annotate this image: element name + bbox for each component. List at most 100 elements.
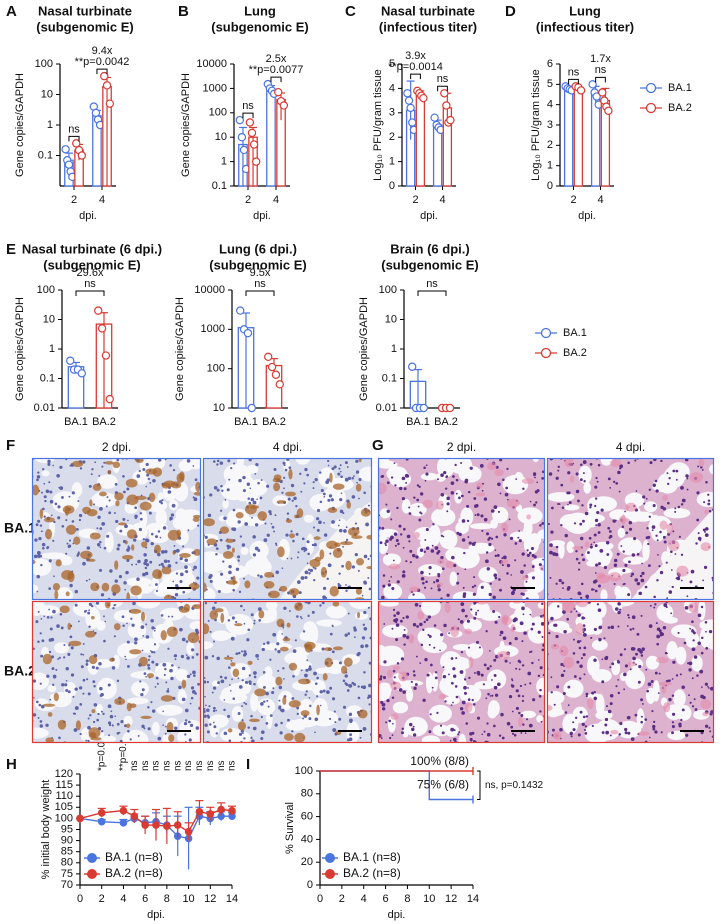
- y-tick-label: 0.01: [34, 402, 55, 414]
- nucleus: [92, 680, 95, 683]
- nucleus: [590, 637, 592, 639]
- nucleus: [49, 559, 52, 562]
- nucleus: [156, 677, 159, 680]
- nucleus: [281, 633, 283, 635]
- nucleus: [424, 658, 427, 661]
- nucleus: [41, 618, 43, 620]
- stain: [168, 734, 174, 742]
- nucleus: [197, 525, 199, 527]
- nucleus: [291, 697, 294, 700]
- nucleus: [576, 472, 579, 475]
- nucleus: [691, 570, 695, 574]
- nucleus: [551, 507, 554, 510]
- nucleus: [557, 605, 559, 607]
- nucleus: [430, 664, 433, 667]
- nucleus: [148, 667, 151, 670]
- nucleus: [611, 625, 615, 629]
- nucleus: [487, 667, 490, 670]
- nucleus: [393, 670, 396, 673]
- nucleus: [208, 705, 210, 707]
- nucleus: [656, 579, 658, 581]
- nucleus: [595, 524, 597, 526]
- nucleus: [486, 551, 488, 553]
- nucleus: [343, 679, 346, 682]
- nucleus: [185, 570, 187, 572]
- nucleus: [630, 575, 632, 577]
- nucleus: [40, 655, 43, 658]
- nucleus: [108, 704, 112, 708]
- x-tick-label: 10: [182, 893, 194, 905]
- nucleus: [707, 686, 709, 688]
- nucleus: [557, 470, 559, 472]
- nucleus: [334, 711, 336, 713]
- stain: [140, 716, 151, 719]
- nucleus: [237, 677, 239, 679]
- nucleus: [98, 662, 102, 666]
- nucleus: [87, 740, 89, 742]
- stain: [288, 469, 292, 480]
- nucleus: [640, 575, 643, 578]
- stain: [398, 671, 408, 681]
- stain: [238, 721, 246, 730]
- nucleus: [145, 567, 147, 569]
- nucleus: [68, 496, 70, 498]
- legend-marker: [87, 869, 97, 879]
- nucleus: [78, 621, 80, 623]
- chart-title: Nasal turbinate: [38, 3, 132, 18]
- nucleus: [701, 652, 704, 655]
- nucleus: [475, 614, 477, 616]
- x-tick-label: 8: [404, 893, 410, 905]
- nucleus: [523, 613, 525, 615]
- stain: [63, 505, 75, 514]
- nucleus: [152, 479, 156, 483]
- x-tick-label: 0: [317, 893, 323, 905]
- stain: [444, 603, 450, 613]
- x-axis-label: dpi.: [79, 210, 97, 222]
- nucleus: [220, 573, 223, 576]
- y-tick-label: 60: [301, 811, 313, 823]
- nucleus: [267, 534, 270, 537]
- data-point: [405, 97, 412, 104]
- nucleus: [99, 527, 102, 530]
- nucleus: [689, 661, 693, 665]
- nucleus: [498, 578, 501, 581]
- x-tick-label: 10: [423, 893, 435, 905]
- nucleus: [215, 553, 218, 556]
- nucleus: [266, 700, 268, 702]
- nucleus: [404, 487, 407, 490]
- micrograph: [370, 454, 557, 605]
- nucleus: [108, 511, 111, 514]
- nucleus: [380, 541, 383, 544]
- stain: [522, 478, 535, 484]
- significance-label: ns: [161, 760, 172, 771]
- nucleus: [257, 549, 260, 552]
- nucleus: [492, 610, 495, 613]
- nucleus: [509, 642, 512, 645]
- nucleus: [627, 716, 631, 720]
- stain: [58, 720, 66, 730]
- nucleus: [363, 581, 366, 584]
- nucleus: [301, 618, 303, 620]
- nucleus: [63, 644, 65, 646]
- nucleus: [241, 719, 243, 721]
- nucleus: [555, 553, 558, 556]
- nucleus: [514, 734, 517, 737]
- nucleus: [174, 727, 177, 730]
- stain: [88, 727, 100, 738]
- nucleus: [151, 533, 154, 536]
- comparison-label: **p=0.0077: [249, 64, 304, 76]
- nucleus: [145, 676, 147, 678]
- nucleus: [57, 658, 59, 660]
- nucleus: [304, 694, 306, 696]
- nucleus: [252, 535, 256, 539]
- nucleus: [178, 667, 180, 669]
- nucleus: [407, 535, 411, 539]
- nucleus: [468, 647, 470, 649]
- stain: [423, 500, 433, 509]
- nucleus: [576, 661, 579, 664]
- nucleus: [171, 513, 174, 516]
- nucleus: [444, 700, 446, 702]
- nucleus: [456, 479, 459, 482]
- nucleus: [705, 481, 708, 484]
- nucleus: [474, 672, 476, 674]
